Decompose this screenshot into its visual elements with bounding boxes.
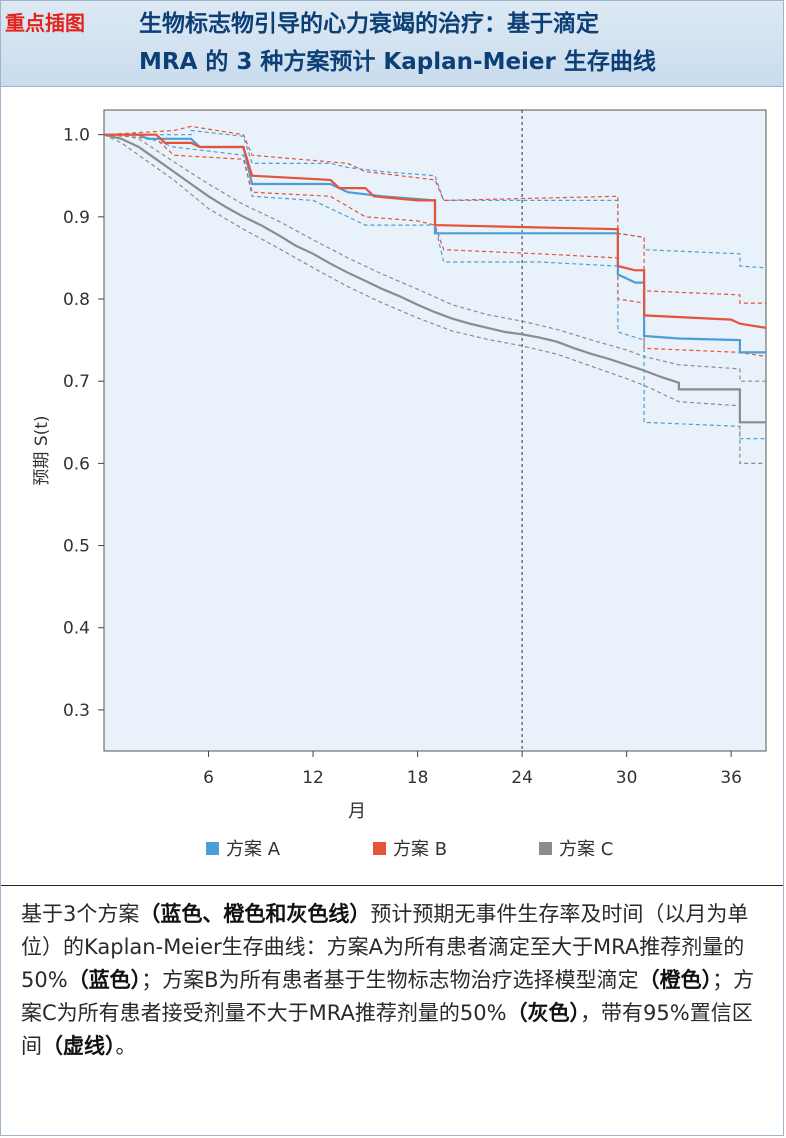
y-tick-label: 0.4 (63, 619, 90, 639)
figure-title-line-2: MRA 的 3 种方案预计 Kaplan-Meier 生存曲线 (139, 49, 656, 75)
legend-label: 方案 A (226, 839, 281, 860)
caption-segment: 基于3个方案 (21, 902, 140, 926)
survival-curve-方案-C (103, 133, 766, 424)
y-tick-label: 0.6 (63, 454, 90, 474)
figure-title-line-1: 生物标志物引导的心力衰竭的治疗：基于滴定 (139, 11, 599, 37)
x-tick-label: 30 (616, 768, 638, 788)
caption-emphasis: （蓝色） (67, 968, 142, 992)
legend-swatch (206, 842, 219, 855)
caption-emphasis: （橙色） (638, 968, 713, 992)
y-axis-label: 预期 S(t) (32, 415, 52, 485)
y-tick-label: 0.5 (63, 537, 90, 557)
legend-label: 方案 B (393, 839, 447, 860)
caption-text: 基于3个方案（蓝色、橙色和灰色线）预计预期无事件生存率及时间（以月为单位）的Ka… (21, 898, 769, 1063)
caption-segment: 。 (115, 1034, 137, 1058)
y-tick-label: 0.8 (63, 290, 90, 310)
x-tick-label: 12 (302, 768, 324, 788)
caption-segment: ；方案B为所有患者基于生物标志物治疗选择模型滴定 (141, 968, 639, 992)
caption-emphasis: （虚线） (42, 1034, 116, 1058)
caption-segment: ，带有95%置信区间 (21, 1001, 753, 1058)
legend-swatch (539, 842, 552, 855)
x-tick-label: 6 (203, 768, 214, 788)
x-tick-label: 18 (407, 768, 429, 788)
ci-upper-方案-C (104, 134, 766, 382)
legend-label: 方案 C (559, 839, 613, 860)
y-tick-label: 0.9 (63, 208, 90, 228)
caption-emphasis: （灰色） (506, 1001, 581, 1025)
caption-segment: ；方案C为所有患者接受剂量不大于MRA推荐剂量的50% (21, 968, 755, 1025)
ci-upper-方案-A (104, 129, 767, 269)
survival-chart: 0.3 0.4 0.5 0.6 0.7 0.8 0.9 1.0 6 12 18 24 30 36 月 预期 S… (32, 109, 767, 860)
survival-curve-方案-B (104, 133, 767, 329)
ci-upper-方案-B (103, 125, 766, 304)
x-axis-label: 月 (348, 801, 366, 822)
legend-swatch (373, 842, 386, 855)
caption-emphasis: （蓝色、橙色和灰色线） (139, 902, 371, 926)
caption-segment: 预计预期无事件生存率及时间（以月为单位）的Kaplan-Meier生存曲线：方案… (21, 902, 749, 992)
figure-caption: 基于3个方案（蓝色、橙色和灰色线）预计预期无事件生存率及时间（以月为单位）的Ka… (1, 885, 783, 1135)
figure-title: 生物标志物引导的心力衰竭的治疗：基于滴定 MRA 的 3 种方案预计 Kapla… (139, 5, 779, 81)
x-tick-label: 36 (720, 768, 742, 788)
x-tick-label: 24 (511, 768, 533, 788)
ci-lower-方案-C (103, 134, 766, 464)
y-tick-label: 0.3 (63, 701, 90, 721)
figure-header: 重点插图 生物标志物引导的心力衰竭的治疗：基于滴定 MRA 的 3 种方案预计 … (1, 1, 783, 87)
highlight-tag: 重点插图 (5, 11, 85, 35)
y-tick-label: 0.7 (63, 372, 90, 392)
y-tick-label: 1.0 (63, 126, 90, 146)
